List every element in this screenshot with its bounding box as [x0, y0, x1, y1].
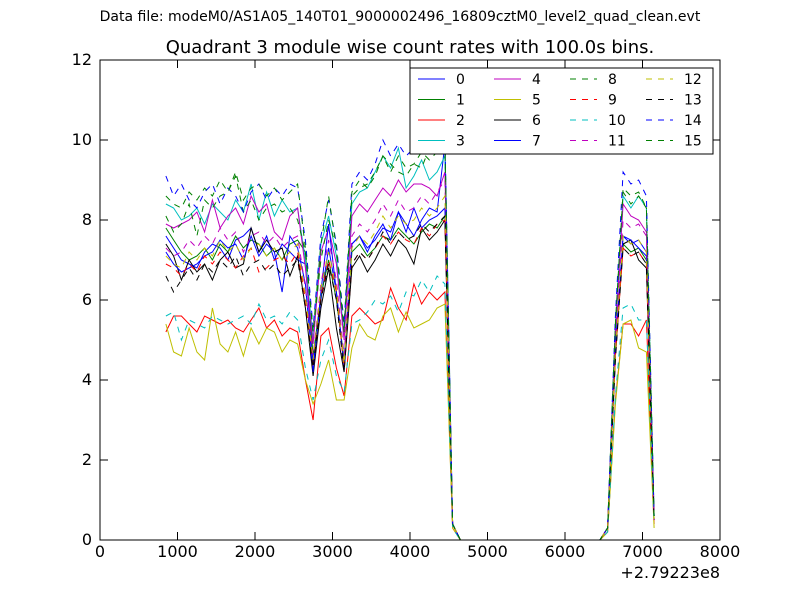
series-line-5: [165, 303, 655, 541]
legend-label-15: 15: [684, 134, 702, 150]
x-tick-label: 1000: [157, 542, 198, 561]
legend-label-2: 2: [456, 113, 465, 129]
x-tick-label: 5000: [467, 542, 508, 561]
series-line-10: [165, 275, 655, 541]
legend-label-10: 10: [608, 113, 626, 129]
x-offset-label: +2.79223e8: [620, 563, 720, 582]
y-tick-label: 12: [72, 50, 92, 69]
series-line-13: [165, 214, 655, 541]
y-tick-label: 6: [82, 290, 92, 309]
y-tick-label: 2: [82, 450, 92, 469]
series-line-8: [165, 142, 655, 541]
legend-label-3: 3: [456, 134, 465, 150]
y-tick-label: 4: [82, 370, 92, 389]
x-tick-label: 0: [95, 542, 105, 561]
legend-label-8: 8: [608, 72, 617, 88]
series-line-9: [165, 219, 655, 541]
x-tick-label: 6000: [545, 542, 586, 561]
legend-label-9: 9: [608, 93, 617, 109]
series-line-14: [165, 135, 655, 541]
legend-label-5: 5: [532, 93, 541, 109]
x-tick-label: 3000: [312, 542, 353, 561]
series-line-11: [165, 178, 655, 541]
legend-label-12: 12: [684, 72, 702, 88]
series-line-6: [165, 218, 655, 541]
x-tick-label: 8000: [700, 542, 741, 561]
x-tick-label: 4000: [390, 542, 431, 561]
y-tick-label: 0: [82, 530, 92, 549]
legend-label-14: 14: [684, 113, 702, 129]
legend-box: [409, 67, 714, 155]
series-line-1: [165, 214, 655, 541]
legend-label-1: 1: [456, 93, 465, 109]
legend-label-13: 13: [684, 93, 702, 109]
y-tick-label: 10: [72, 130, 92, 149]
ticks-layer: 0 1000 2000 3000 4000 5000 6000 7000 80000246810…: [72, 50, 741, 561]
chart-title: Quadrant 3 module wise count rates with …: [165, 37, 655, 58]
x-tick-label: 2000: [235, 542, 276, 561]
series-line-2: [165, 282, 655, 541]
data-file-title: Data file: modeM0/AS1A05_140T01_90000024…: [99, 9, 701, 25]
legend-label-11: 11: [608, 134, 626, 150]
series-line-4: [165, 171, 655, 541]
series-line-15: [165, 142, 655, 541]
legend-label-6: 6: [532, 113, 541, 129]
legend-label-0: 0: [456, 72, 465, 88]
lines-layer: [165, 135, 655, 541]
x-tick-label: 7000: [622, 542, 663, 561]
legend-label-7: 7: [532, 134, 541, 150]
series-line-12: [165, 194, 655, 541]
y-tick-label: 8: [82, 210, 92, 229]
series-line-7: [165, 206, 655, 541]
legend-label-4: 4: [532, 72, 541, 88]
